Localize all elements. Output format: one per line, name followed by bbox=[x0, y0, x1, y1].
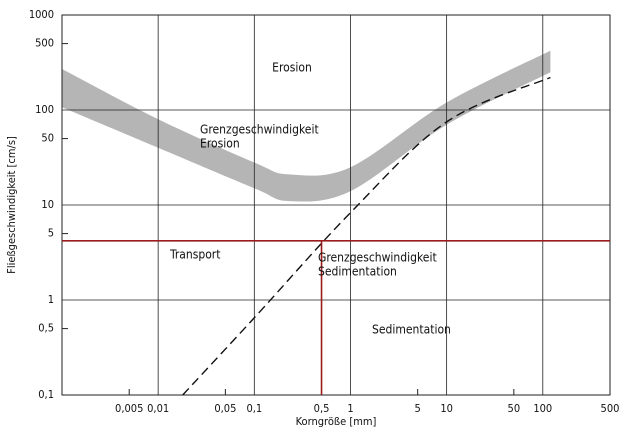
x-tick-label: 50 bbox=[508, 402, 521, 415]
x-tick-label: 0,01 bbox=[147, 402, 169, 415]
annotation: Erosion bbox=[272, 61, 312, 75]
annotation: Grenzgeschwindigkeit bbox=[318, 251, 437, 265]
erosion-band bbox=[62, 50, 551, 202]
y-tick-label: 100 bbox=[35, 103, 54, 116]
y-tick-label: 50 bbox=[41, 132, 54, 145]
x-tick-label: 1 bbox=[347, 402, 353, 415]
annotation: Grenzgeschwindigkeit bbox=[200, 123, 319, 137]
y-axis-label: Fließgeschwindigkeit [cm/s] bbox=[5, 136, 18, 274]
y-tick-label: 1 bbox=[48, 293, 54, 306]
x-tick-label: 5 bbox=[415, 402, 421, 415]
y-tick-label: 5 bbox=[48, 227, 54, 240]
x-tick-label: 0,005 bbox=[115, 402, 143, 415]
annotation: Erosion bbox=[200, 137, 240, 151]
x-axis-label: Korngröße [mm] bbox=[296, 415, 377, 428]
x-tick-label: 100 bbox=[533, 402, 552, 415]
x-tick-label: 0,1 bbox=[246, 402, 262, 415]
annotation: Sedimentation bbox=[318, 265, 397, 279]
y-tick-label: 10 bbox=[41, 198, 54, 211]
plot-frame bbox=[61, 14, 611, 396]
x-tick-label: 500 bbox=[601, 402, 620, 415]
sedimentation-line bbox=[182, 76, 551, 396]
x-tick-label: 0,05 bbox=[214, 402, 236, 415]
x-tick-label: 10 bbox=[440, 402, 453, 415]
y-tick-label: 0,1 bbox=[38, 388, 54, 401]
annotation: Transport bbox=[169, 248, 220, 262]
y-tick-label: 1000 bbox=[29, 8, 54, 21]
x-tick-label: 0,5 bbox=[314, 402, 330, 415]
y-tick-label: 500 bbox=[35, 37, 54, 50]
y-tick-label: 0,5 bbox=[38, 322, 54, 335]
annotation: Sedimentation bbox=[372, 323, 451, 337]
